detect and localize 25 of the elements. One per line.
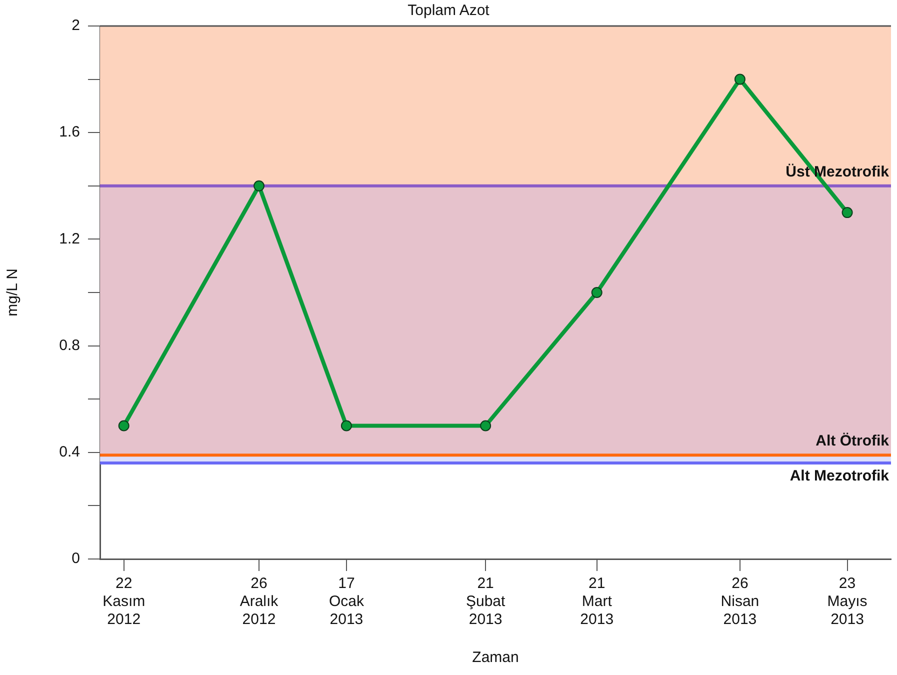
- point: [253, 180, 264, 192]
- ref-line-label: Alt Ötrofik: [816, 432, 890, 450]
- y-tick-label: 2: [72, 17, 80, 34]
- x-tick-label: 26 Aralık 2012: [240, 575, 279, 628]
- x-tick-label: 21 Şubat 2013: [466, 575, 506, 628]
- y-tick-label: 0.4: [59, 444, 80, 461]
- y-tick-label: 0: [72, 550, 80, 568]
- point: [480, 420, 492, 432]
- x-axis-title: Zaman: [472, 649, 519, 666]
- chart-title: Toplam Azot: [408, 2, 490, 20]
- x-tick-label: 22 Kasım 2012: [102, 575, 146, 628]
- point: [118, 420, 130, 432]
- ref-line-label: Alt Mezotrofik: [790, 468, 890, 485]
- x-tick-label: 23 Mayıs 2013: [827, 575, 868, 628]
- point: [340, 420, 352, 432]
- point: [591, 287, 602, 298]
- x-tick-label: 26 Nisan 2013: [720, 575, 760, 628]
- x-tick-label: 21 Mart 2013: [580, 575, 614, 628]
- point: [734, 74, 746, 85]
- y-tick-label: 1.6: [59, 124, 80, 141]
- y-tick-label: 1.2: [59, 230, 80, 248]
- y-axis-title: mg/L N: [4, 268, 22, 316]
- x-tick-label: 17 Ocak 2013: [328, 575, 364, 628]
- point: [842, 207, 853, 218]
- y-tick-label: 0.8: [59, 336, 80, 354]
